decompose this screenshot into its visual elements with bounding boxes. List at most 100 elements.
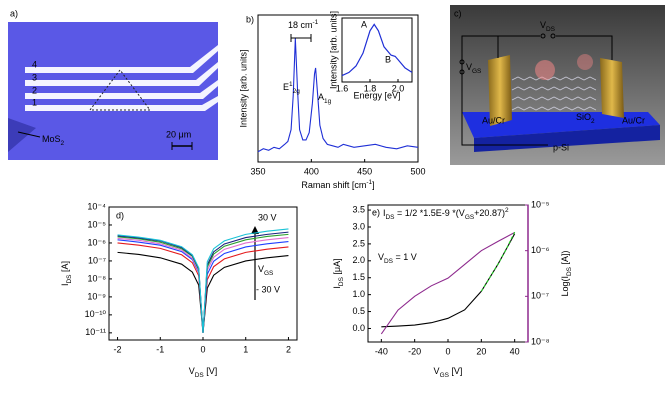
electrode-label: Au/Cr <box>622 115 645 125</box>
electrode-label: Au/Cr <box>482 115 505 125</box>
y2-tick-label: 10⁻⁸ <box>531 336 550 346</box>
series-line <box>117 231 289 333</box>
text-part: ] <box>372 180 375 190</box>
text-part: [μA] <box>332 258 342 277</box>
text-part: +20.87) <box>474 208 505 218</box>
y-tick-label: 10⁻⁹ <box>87 291 106 301</box>
vds-label: VDS <box>540 20 556 32</box>
text-part: MoS <box>42 134 61 144</box>
text-part: I <box>60 284 70 287</box>
vgs-label: VGS <box>466 62 482 74</box>
x-axis-label: Raman shift [cm-1] <box>301 179 374 191</box>
y-tick-label: 0.0 <box>352 323 365 333</box>
y2-tick-label: 10⁻⁷ <box>531 291 549 301</box>
annotation: - 30 V <box>256 284 280 294</box>
y-tick-label: 10⁻⁵ <box>88 219 107 229</box>
y-tick-label: 2.5 <box>352 238 365 248</box>
y-axis-label: Intensity [arb. units] <box>238 49 248 127</box>
text-part: 1g <box>324 98 332 105</box>
x-tick-label: 0 <box>200 344 205 354</box>
text-part: DS <box>384 258 394 265</box>
electrode-number: 1 <box>32 97 37 107</box>
y-tick-label: 10⁻¹¹ <box>85 327 106 337</box>
x-tick-label: 1.6 <box>336 83 349 93</box>
x-tick-label: 2.0 <box>392 83 405 93</box>
text-part: 2 <box>591 118 595 125</box>
y-tick-label: 1.0 <box>352 289 365 299</box>
x-axis-label: VGS [V] <box>434 366 463 378</box>
annotation: A <box>361 19 367 29</box>
text-part: SiO <box>576 112 591 122</box>
x-tick-label: 350 <box>250 166 265 176</box>
x-tick-label: 450 <box>357 166 372 176</box>
text-part: 2 <box>61 140 65 147</box>
text-part: DS <box>195 372 205 379</box>
text-part: DS <box>566 266 573 276</box>
x-axis-label: VDS [V] <box>189 366 218 378</box>
text-part: 18 cm <box>288 20 313 30</box>
series-line <box>381 233 516 328</box>
x-tick-label: -40 <box>375 346 388 356</box>
annotation: E12g <box>283 81 300 95</box>
text-part: [A] <box>60 261 70 275</box>
y-axis-label: Intensity [arb. units] <box>328 11 338 89</box>
text-part: [V] <box>204 366 218 376</box>
y2-tick-label: 10⁻⁵ <box>531 199 550 209</box>
y-tick-label: 10⁻⁴ <box>87 201 106 211</box>
text-part: I <box>332 286 342 289</box>
text-part: [A]) <box>560 250 570 267</box>
text-part: V <box>189 366 195 376</box>
plot-frame <box>257 14 419 163</box>
y-tick-label: 10⁻⁶ <box>88 237 107 247</box>
panel-label: e) <box>372 207 380 217</box>
y-tick-label: 3.0 <box>352 221 365 231</box>
y-tick-label: 10⁻⁷ <box>88 255 106 265</box>
y-tick-label: 3.5 <box>352 204 365 214</box>
text-part: -1 <box>313 19 319 26</box>
y-tick-label: 1.5 <box>352 272 365 282</box>
y-tick-label: 2.0 <box>352 255 365 265</box>
text-part: DS <box>546 26 556 33</box>
text-part: Log(I <box>560 276 570 297</box>
panel-label: d) <box>116 210 124 220</box>
text-part: -1 <box>366 179 372 186</box>
text-part: DS <box>386 214 396 221</box>
x-tick-label: 2 <box>286 344 291 354</box>
y-tick-label: 10⁻¹⁰ <box>85 309 107 319</box>
series-line <box>117 228 289 333</box>
x-tick-label: 40 <box>510 346 520 356</box>
text-part: V <box>434 366 440 376</box>
x-tick-label: 1.8 <box>364 83 377 93</box>
x-tick-label: -1 <box>156 344 164 354</box>
gate-arrow <box>251 226 259 300</box>
text-part: DS <box>338 276 345 286</box>
plot-frame <box>367 204 529 343</box>
x-tick-label: -2 <box>114 344 122 354</box>
y2-axis-label: Log(IDS [A]) <box>560 250 572 296</box>
text-part: GS <box>472 68 482 75</box>
y-axis-label: IDS [μA] <box>332 258 344 288</box>
x-tick-label: 20 <box>476 346 486 356</box>
peak-spacing <box>290 34 312 42</box>
y-tick-label: 10⁻⁸ <box>87 273 106 283</box>
text-part: [V] <box>449 366 463 376</box>
annotation: 18 cm-1 <box>288 19 319 31</box>
text-part: 1 <box>289 81 293 88</box>
text-part: 2 <box>505 207 509 214</box>
text-part: E <box>283 82 289 92</box>
y-tick-label: 0.5 <box>352 306 365 316</box>
text-part: I <box>383 208 386 218</box>
annotation: VGS <box>258 264 274 276</box>
text-part: A <box>318 92 324 102</box>
text-part: V <box>466 62 472 72</box>
y-axis-label: IDS [A] <box>60 261 72 286</box>
text-part: GS <box>440 372 450 379</box>
x-tick-label: 400 <box>304 166 319 176</box>
electrode-number: 2 <box>32 85 37 95</box>
electrode-number: 4 <box>32 59 37 69</box>
series-line <box>257 38 419 153</box>
series-line <box>380 232 515 335</box>
annotation: A1g <box>318 92 332 104</box>
text-part: GS <box>465 214 475 221</box>
text-part: = 1 V <box>393 252 417 262</box>
